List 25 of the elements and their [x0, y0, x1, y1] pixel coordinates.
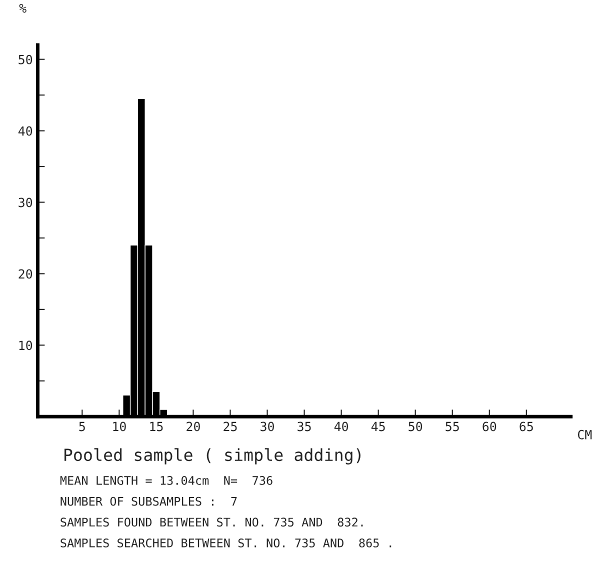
x-tick-label: 45	[371, 422, 385, 432]
x-tick-label: 30	[260, 422, 274, 432]
y-tick-label: 50	[18, 54, 32, 64]
text: SAMPLES FOUND BETWEEN ST. NO. 735 AND 832.	[60, 518, 363, 527]
x-tick-label: 25	[224, 422, 237, 432]
x-tick-label: 5	[79, 422, 85, 432]
text: SAMPLES SEARCHED BETWEEN ST. NO. 735 AND 865 .	[60, 538, 392, 548]
x-axis-title: CM	[578, 430, 592, 440]
text: MEAN LENGTH = 13.04cm N= 736	[60, 476, 272, 485]
x-tick-label: 65	[520, 422, 533, 432]
x-tick-label: 40	[334, 422, 348, 432]
x-tick-label: 50	[408, 422, 422, 432]
x-tick-label: 15	[150, 422, 163, 432]
text: NUMBER OF SUBSAMPLES : 7	[60, 496, 237, 506]
y-tick-label: 40	[18, 126, 32, 136]
x-tick-label: 55	[446, 422, 459, 432]
y-axis-title: %	[19, 4, 26, 13]
y-tick-label: 30	[18, 198, 32, 208]
x-tick-label: 35	[298, 422, 311, 432]
y-tick-label: 20	[18, 269, 32, 279]
x-tick-label: 60	[482, 422, 496, 432]
y-tick-label: 10	[19, 340, 32, 350]
text: Pooled sample ( simple adding)	[64, 448, 360, 464]
x-tick-label: 20	[186, 422, 200, 432]
x-tick-label: 10	[113, 422, 126, 432]
